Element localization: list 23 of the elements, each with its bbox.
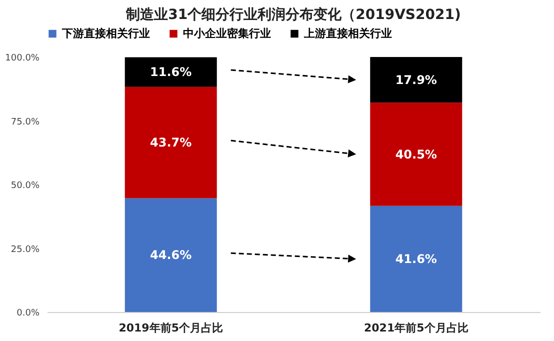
data-label: 44.6% xyxy=(150,248,192,262)
legend-label: 上游直接相关行业 xyxy=(303,26,392,40)
data-label: 40.5% xyxy=(395,147,437,162)
data-label: 43.7% xyxy=(150,136,192,150)
data-label: 11.6% xyxy=(150,65,192,80)
y-tick-label: 75.0% xyxy=(10,117,40,128)
bar xyxy=(370,102,462,206)
legend-label: 中小企业密集行业 xyxy=(183,26,271,40)
x-tick-label: 2021年前5个月占比 xyxy=(364,322,468,334)
data-label: 41.6% xyxy=(395,252,437,266)
chart-title: 制造业31个细分行业利润分布变化（2019VS2021) xyxy=(125,6,461,23)
y-tick-label: 0.0% xyxy=(16,308,40,318)
bar xyxy=(370,57,462,103)
y-tick-label: 50.0% xyxy=(10,181,40,191)
data-label: 17.9% xyxy=(395,72,437,87)
bar xyxy=(124,86,217,198)
y-tick-label: 25.0% xyxy=(10,244,40,255)
bar xyxy=(370,206,462,312)
y-tick-label: 100.0% xyxy=(5,54,40,64)
bar xyxy=(124,198,217,312)
x-tick-label: 2019年前5个月占比 xyxy=(118,322,224,334)
bar xyxy=(124,57,217,87)
legend-label: 下游直接相关行业 xyxy=(61,26,150,40)
